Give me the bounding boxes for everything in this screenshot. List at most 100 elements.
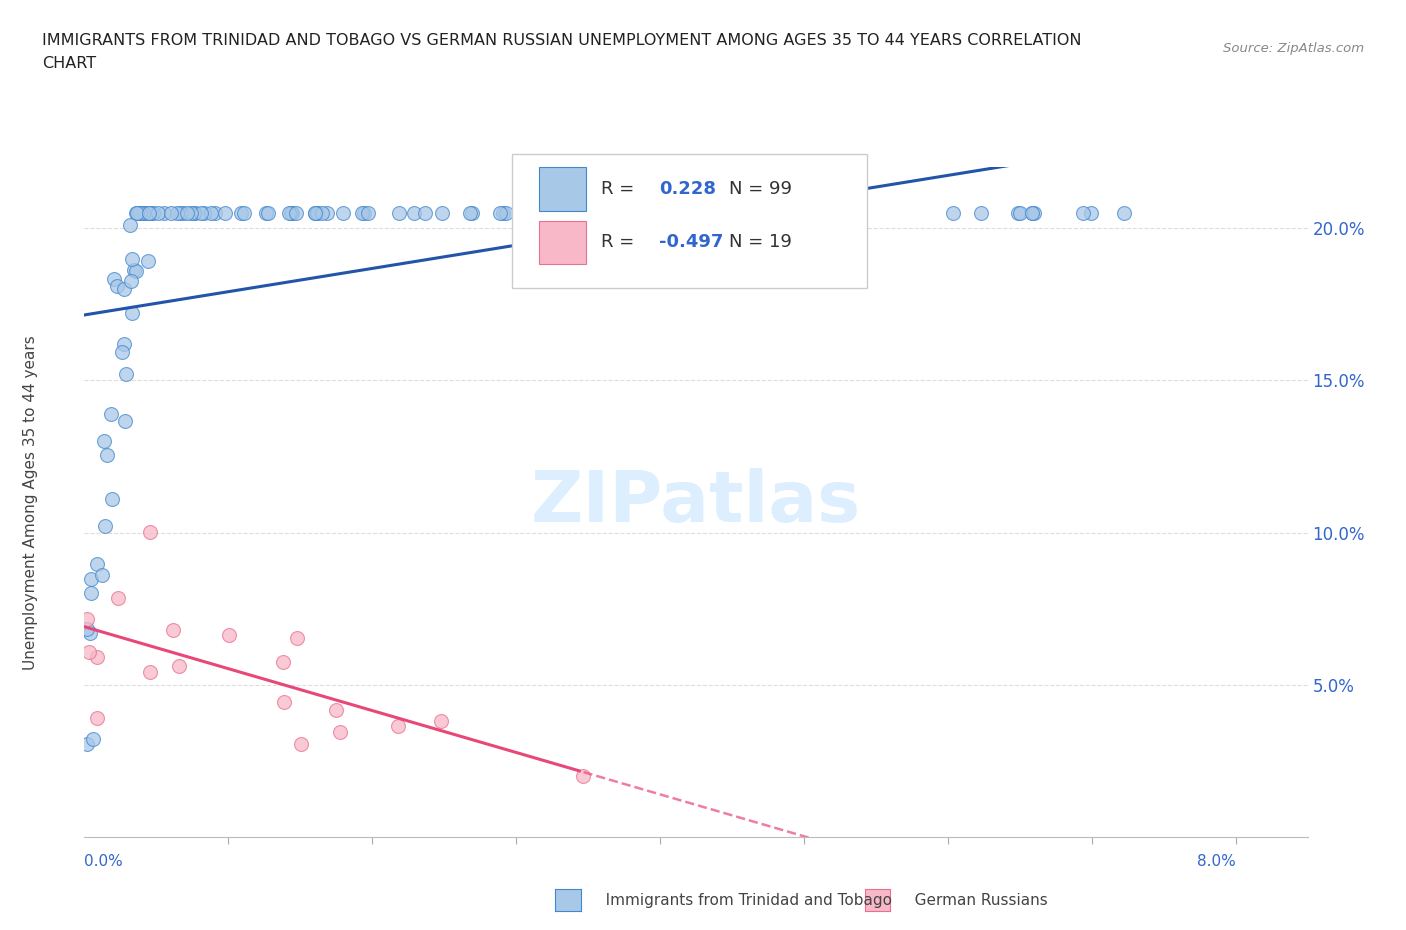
Point [134,206,156,220]
Point [492,206,515,220]
Point [430,714,453,729]
Point [773,206,796,220]
Point [172,206,194,220]
Point [204,206,226,220]
Text: IMMIGRANTS FROM TRINIDAD AND TOBAGO VS GERMAN RUSSIAN UNEMPLOYMENT AMONG AGES 35: IMMIGRANTS FROM TRINIDAD AND TOBAGO VS G… [42,33,1081,47]
Point [162,622,184,637]
Point [304,206,326,220]
Point [93,433,115,448]
Point [146,206,169,220]
Point [125,263,148,278]
Point [122,263,145,278]
FancyBboxPatch shape [540,221,586,264]
Point [281,206,304,220]
Point [105,279,128,294]
Point [254,206,277,220]
Point [357,206,380,220]
Point [139,525,162,539]
Point [180,206,202,220]
Text: -0.497: -0.497 [659,233,724,251]
Point [82,731,104,746]
Point [77,644,100,659]
Point [125,206,148,220]
Text: R =: R = [600,179,640,198]
Text: N = 19: N = 19 [728,233,792,251]
Point [612,206,634,220]
Point [131,206,153,220]
Point [200,206,222,220]
Point [90,567,112,582]
Text: German Russians: German Russians [900,893,1047,908]
Point [271,655,294,670]
Point [214,206,236,220]
Point [100,406,122,421]
Text: Unemployment Among Ages 35 to 44 years: Unemployment Among Ages 35 to 44 years [24,335,38,670]
Point [430,206,453,220]
Point [111,344,134,359]
Text: R =: R = [600,233,640,251]
Point [1008,206,1031,220]
Point [794,206,817,220]
Point [138,206,160,220]
Point [190,206,212,220]
Point [112,337,135,352]
Point [76,737,98,751]
Point [332,206,354,220]
Point [350,206,373,220]
Text: CHART: CHART [42,56,96,71]
Point [120,218,142,232]
Point [813,206,835,220]
Point [218,628,240,643]
Point [387,719,409,734]
Point [284,206,307,220]
Point [304,206,326,220]
Point [129,206,152,220]
Point [193,206,215,220]
Point [273,694,295,709]
Point [1114,206,1136,220]
Point [152,206,174,220]
Point [138,206,160,220]
Point [489,206,512,220]
Point [128,206,150,220]
Point [231,206,253,220]
Text: ZIPatlas: ZIPatlas [531,468,860,537]
Point [107,591,129,605]
Text: N = 99: N = 99 [728,179,792,198]
Point [285,631,308,645]
Text: Immigrants from Trinidad and Tobago: Immigrants from Trinidad and Tobago [591,893,891,908]
Point [101,492,124,507]
Point [1021,206,1043,220]
Point [121,305,143,320]
Point [76,612,98,627]
Text: 8.0%: 8.0% [1197,854,1236,869]
Point [280,206,302,220]
Point [388,206,411,220]
Point [277,206,299,220]
Point [86,711,108,725]
Point [353,206,375,220]
Point [290,737,312,751]
Point [402,206,425,220]
Point [183,206,205,220]
Point [127,206,149,220]
Point [256,206,278,220]
Point [114,414,136,429]
Point [942,206,965,220]
Text: 0.0%: 0.0% [84,854,124,869]
Point [114,366,136,381]
Point [176,206,198,220]
Point [142,206,165,220]
Point [112,281,135,296]
Point [139,665,162,680]
Point [136,253,159,268]
Point [844,206,866,220]
Point [121,251,143,266]
Point [683,206,706,220]
Point [139,206,162,220]
Point [413,206,436,220]
Point [86,649,108,664]
Text: Source: ZipAtlas.com: Source: ZipAtlas.com [1223,42,1364,55]
Point [80,572,103,587]
Point [1071,206,1094,220]
